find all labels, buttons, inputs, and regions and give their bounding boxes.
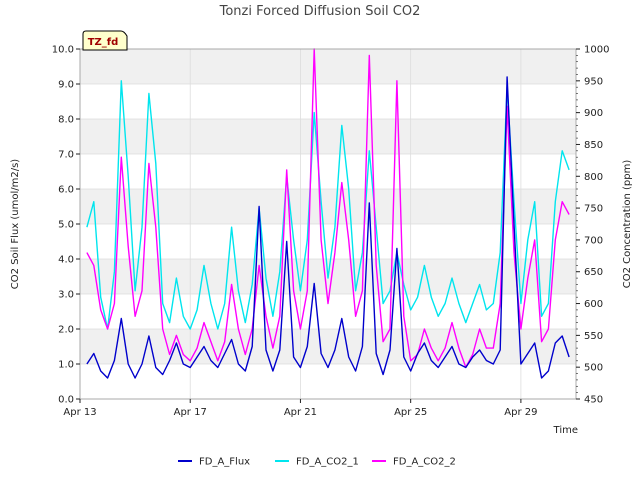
- y-tick-label-right: 550: [584, 331, 603, 342]
- legend-label: FD_A_Flux: [199, 457, 250, 468]
- grid-band: [80, 119, 576, 154]
- y-tick-label-left: 4.0: [58, 255, 74, 266]
- chart-title: Tonzi Forced Diffusion Soil CO2: [219, 4, 421, 19]
- y-tick-label-right: 900: [584, 108, 603, 119]
- y-tick-label-right: 700: [584, 235, 603, 246]
- y-tick-label-left: 6.0: [58, 185, 74, 196]
- x-axis: Apr 13 Apr 17 Apr 21 Apr 25 Apr 29: [63, 399, 537, 418]
- y-tick-label-right: 950: [584, 76, 603, 87]
- plot-background: [79, 48, 576, 400]
- grid-bands: [80, 49, 576, 364]
- y-tick-label-left: 9.0: [58, 80, 74, 91]
- site-badge: TZ_fd: [82, 30, 128, 51]
- x-tick-label: Apr 17: [174, 407, 207, 418]
- y-axis-right-label: CO2 Concentration (ppm): [622, 160, 633, 289]
- grid-band: [80, 49, 576, 84]
- y-tick-label-left: 1.0: [58, 360, 74, 371]
- site-badge-label: TZ_fd: [88, 37, 119, 48]
- y-axis-left-label: CO2 Soil Flux (umol/m2/s): [10, 159, 21, 289]
- legend-label: FD_A_CO2_2: [393, 457, 456, 468]
- y-tick-label-left: 8.0: [58, 115, 74, 126]
- y-tick-label-left: 0.0: [58, 395, 74, 406]
- y-tick-label-right: 500: [584, 363, 603, 374]
- y-tick-label-right: 450: [584, 395, 603, 406]
- legend-label: FD_A_CO2_1: [296, 457, 359, 468]
- series-line-fd-a-co2-2: [86, 48, 570, 368]
- legend: FD_A_Flux FD_A_CO2_1 FD_A_CO2_2: [178, 457, 456, 468]
- y-tick-label-right: 750: [584, 204, 603, 215]
- y-tick-label-left: 7.0: [58, 150, 74, 161]
- y-tick-label-right: 650: [584, 267, 603, 278]
- y-tick-label-left: 5.0: [58, 220, 74, 231]
- y-tick-label-right: 1000: [584, 45, 609, 56]
- grid-band: [80, 189, 576, 224]
- y-tick-label-right: 800: [584, 172, 603, 183]
- x-tick-label: Apr 25: [394, 407, 427, 418]
- x-axis-label: Time: [553, 425, 578, 436]
- x-tick-label: Apr 13: [63, 407, 96, 418]
- y-axis-left: 0.0 1.0 2.0 3.0 4.0 5.0 6.0 7.0 8.0 9.0 10.0: [52, 45, 80, 406]
- y-tick-label-left: 3.0: [58, 290, 74, 301]
- series-line-fd-a-co2-1: [86, 80, 570, 330]
- x-tick-label: Apr 29: [504, 407, 537, 418]
- site-badge-box: [82, 30, 128, 51]
- series-line-fd-a-flux: [86, 76, 570, 379]
- y-tick-label-right: 600: [584, 299, 603, 310]
- y-tick-label-left: 2.0: [58, 325, 74, 336]
- y-tick-label-right: 850: [584, 140, 603, 151]
- y-tick-label-left: 10.0: [52, 45, 74, 56]
- x-tick-label: Apr 21: [284, 407, 317, 418]
- y-axis-right: 450 500 550 600 650 700 750 800 850 900 950 1000: [576, 45, 609, 406]
- series-layer: [86, 48, 570, 379]
